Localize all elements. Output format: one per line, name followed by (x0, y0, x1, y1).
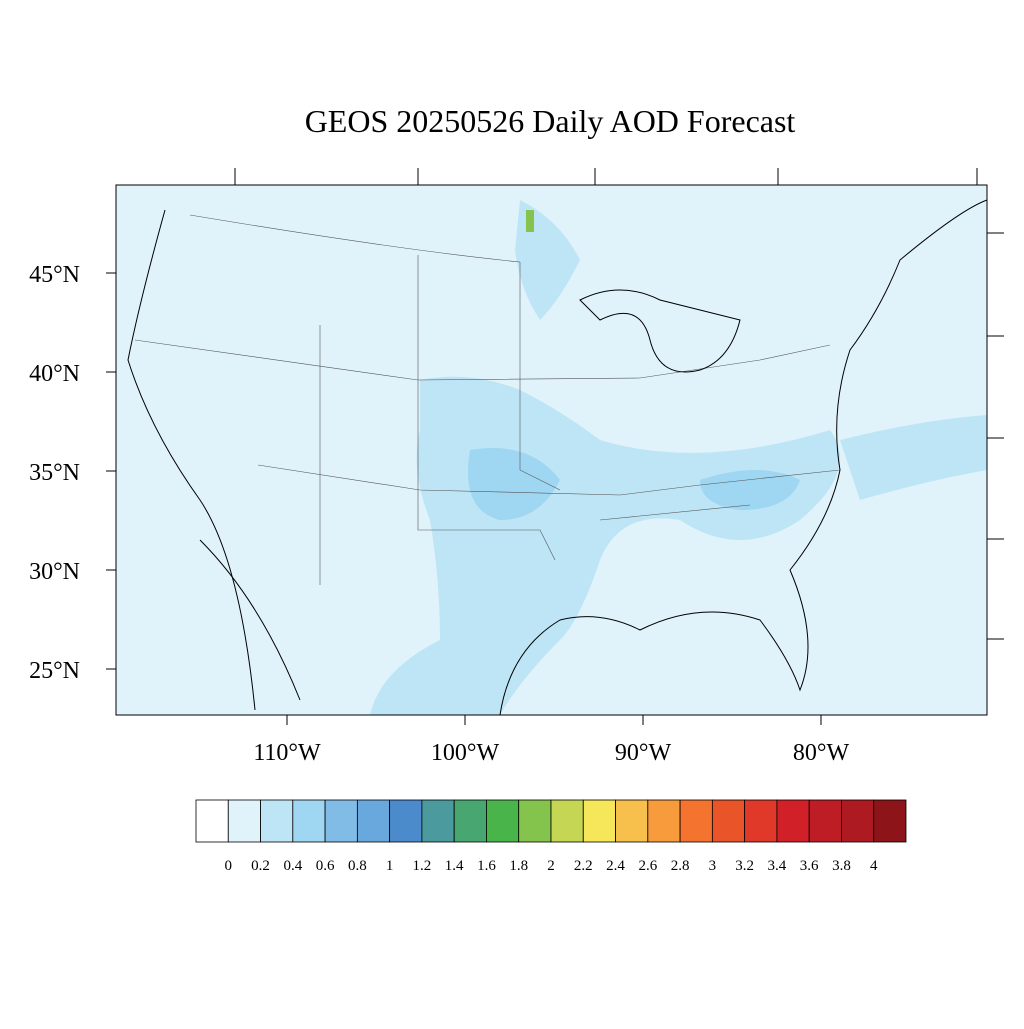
colorbar-box (292, 799, 326, 843)
colorbar-label: 1.8 (509, 858, 528, 874)
aod-regions-mid (468, 448, 800, 520)
colorbar-label: 3 (709, 858, 717, 874)
colorbar-label: 2.6 (638, 858, 657, 874)
colorbar-box (873, 799, 907, 843)
colorbar-label: 1.2 (413, 858, 432, 874)
lon-label: 110°W (253, 740, 321, 766)
lon-label: 90°W (615, 740, 672, 766)
colorbar-label: 3.8 (832, 858, 851, 874)
colorbar-label: 3.6 (800, 858, 819, 874)
map-panel (115, 184, 988, 716)
colorbar-box (679, 799, 713, 843)
colorbar-box (227, 799, 261, 843)
colorbar-box (324, 799, 358, 843)
lat-label: 30°N (29, 559, 80, 585)
colorbar-box (841, 799, 875, 843)
lat-label: 45°N (29, 262, 80, 288)
lon-label: 100°W (431, 740, 500, 766)
lon-labels: 110°W 100°W 90°W 80°W (253, 740, 849, 766)
colorbar-box (647, 799, 681, 843)
colorbar-label: 4 (870, 858, 878, 874)
lat-label: 35°N (29, 460, 80, 486)
colorbar-label: 0.8 (348, 858, 367, 874)
lat-labels: 45°N 40°N 35°N 30°N 25°N (29, 262, 80, 684)
colorbar-box (808, 799, 842, 843)
colorbar-label: 1.6 (477, 858, 496, 874)
colorbar-box (776, 799, 810, 843)
lat-label: 25°N (29, 658, 80, 684)
colorbar-label: 2.2 (574, 858, 593, 874)
colorbar-label: 1.4 (445, 858, 464, 874)
colorbar-box (195, 799, 229, 843)
colorbar-box (615, 799, 649, 843)
map-title: GEOS 20250526 Daily AOD Forecast (305, 103, 796, 139)
colorbar-label: 0.2 (251, 858, 270, 874)
colorbar-label: 2 (547, 858, 555, 874)
coastlines (127, 199, 988, 716)
colorbar-label: 2.4 (606, 858, 625, 874)
colorbar-box (518, 799, 552, 843)
colorbar-box (582, 799, 616, 843)
colorbar: 0 0.2 0.4 0.6 0.8 1 1.2 1.4 1.6 1.8 2 2.2 2.4 2.6 2.8 3… (195, 799, 907, 874)
lat-label: 40°N (29, 361, 80, 387)
colorbar-box (389, 799, 423, 843)
colorbar-box (356, 799, 391, 843)
colorbar-box (260, 799, 294, 843)
colorbar-label: 3.4 (768, 858, 787, 874)
colorbar-label: 0.4 (283, 858, 302, 874)
colorbar-box (744, 799, 778, 843)
colorbar-box (421, 799, 455, 843)
colorbar-box (711, 799, 746, 843)
state-borders (134, 214, 841, 585)
colorbar-label: 0.6 (316, 858, 335, 874)
lon-label: 80°W (793, 740, 850, 766)
colorbar-label: 2.8 (671, 858, 690, 874)
colorbar-label: 0 (225, 858, 233, 874)
aod-plume (526, 210, 534, 232)
colorbar-box (550, 799, 584, 843)
colorbar-label: 1 (386, 858, 394, 874)
colorbar-label: 3.2 (735, 858, 754, 874)
colorbar-box (486, 799, 520, 843)
colorbar-box (453, 799, 487, 843)
map-frame (115, 184, 988, 716)
axis-ticks (106, 168, 1004, 725)
